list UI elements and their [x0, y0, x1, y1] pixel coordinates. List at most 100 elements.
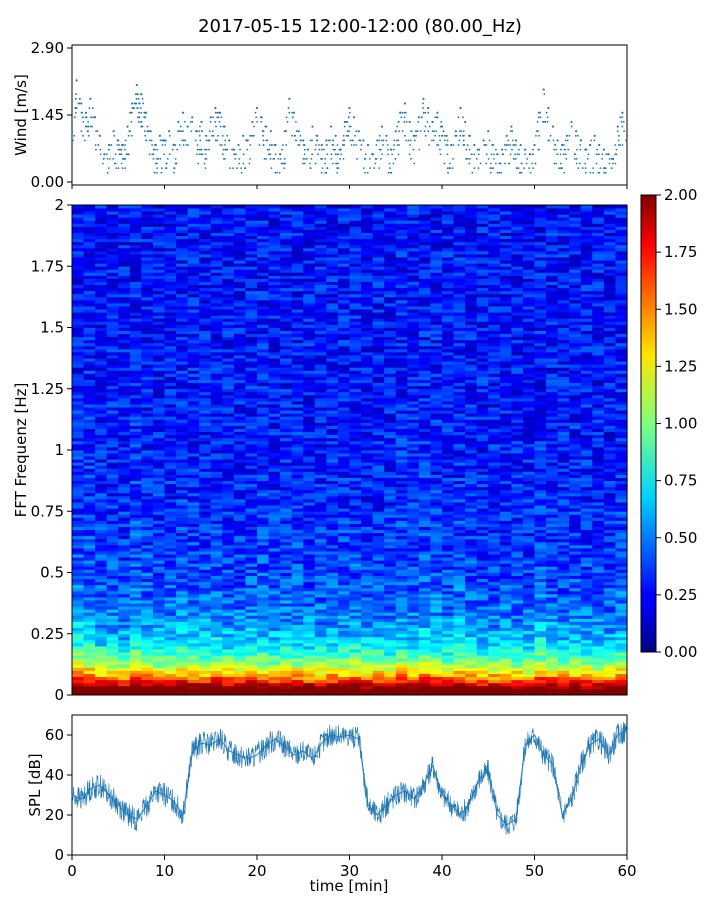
- spectrogram-cell: [268, 358, 281, 362]
- spectrogram-cell: [326, 382, 339, 387]
- spectrogram-cell: [152, 514, 166, 518]
- wind-point: [451, 167, 454, 170]
- spectrogram-cell: [187, 385, 200, 390]
- wind-point: [264, 125, 267, 128]
- spectrogram-cell: [314, 223, 327, 227]
- spectrogram-cell: [233, 425, 247, 429]
- spectrogram-cell: [176, 440, 189, 445]
- spectrogram-cell: [72, 345, 85, 350]
- spectrogram-cell: [303, 278, 316, 282]
- wind-point: [621, 125, 624, 128]
- spectrogram-cell: [291, 502, 304, 506]
- spectrogram-cell: [222, 238, 235, 243]
- spectrogram-cell: [245, 590, 258, 595]
- spectrogram-cell: [280, 272, 293, 276]
- spectrogram-cell: [314, 287, 327, 292]
- spectrogram-cell: [141, 437, 154, 442]
- spectrogram-cell: [245, 355, 258, 359]
- spectrogram-cell: [176, 621, 189, 625]
- spectrogram-cell: [222, 293, 235, 298]
- spectrogram-cell: [152, 309, 166, 313]
- spectrogram-cell: [187, 646, 200, 650]
- spectrogram-cell: [245, 688, 258, 693]
- spectrogram-cell: [164, 232, 177, 237]
- spectrogram-cell: [176, 407, 189, 411]
- spectrogram-cell: [291, 483, 304, 488]
- spectrogram-cell: [349, 477, 362, 482]
- spectrogram-cell: [210, 428, 223, 433]
- spectrogram-cell: [72, 532, 85, 537]
- spectrogram-cell: [291, 661, 304, 665]
- spectrogram-cell: [129, 480, 142, 485]
- spectrogram-cell: [245, 639, 258, 644]
- spectrogram-cell: [349, 548, 362, 552]
- spectrogram-cell: [199, 321, 212, 325]
- spectrogram-cell: [291, 422, 304, 426]
- wind-point: [159, 157, 162, 160]
- spectrogram-cell: [257, 514, 270, 518]
- spectrogram-cell: [129, 422, 142, 426]
- spectrogram-cell: [257, 609, 270, 613]
- spectrogram-cell: [118, 355, 131, 359]
- wind-y-axis-label: Wind [m/s]: [12, 74, 30, 156]
- spectrogram-cell: [129, 578, 142, 583]
- spectrogram-cell: [245, 642, 258, 647]
- wind-point: [150, 139, 153, 142]
- spectrogram-cell: [118, 676, 131, 681]
- wind-point: [200, 120, 203, 124]
- spectrogram-cell: [164, 544, 177, 549]
- spectrogram-cell: [83, 453, 96, 457]
- spectrogram-cell: [83, 468, 96, 472]
- spectrogram-cell: [176, 385, 189, 390]
- spectrogram-cell: [118, 226, 131, 230]
- spectrogram-cell: [291, 434, 304, 439]
- wind-point: [221, 153, 224, 156]
- spectrogram-cell: [187, 443, 200, 448]
- spectrogram-cell: [291, 468, 304, 472]
- wind-point: [355, 144, 358, 146]
- spectrogram-cell: [164, 223, 177, 227]
- spectrogram-cell: [106, 578, 119, 583]
- spectrogram-cell: [141, 260, 154, 264]
- spectrogram-cell: [176, 312, 189, 316]
- spectrogram-cell: [95, 250, 108, 255]
- spectrogram-cell: [199, 606, 212, 610]
- wind-point: [532, 148, 534, 151]
- spectrogram-cell: [337, 489, 351, 494]
- spectrogram-cell: [210, 480, 223, 485]
- spectrogram-cell: [199, 232, 212, 237]
- spectrogram-cell: [129, 670, 142, 674]
- spectrogram-cell: [141, 422, 154, 426]
- spectrogram-cell: [326, 226, 339, 230]
- spectrogram-cell: [141, 462, 154, 466]
- spectrogram-cell: [152, 642, 166, 647]
- spectrogram-cell: [106, 214, 119, 218]
- wind-point: [148, 153, 151, 156]
- spectrogram-cell: [176, 376, 189, 380]
- spectrogram-cell: [187, 373, 200, 377]
- spectrogram-cell: [349, 284, 362, 289]
- spectrogram-cell: [257, 419, 270, 423]
- wind-point: [200, 148, 203, 151]
- spectrogram-cell: [268, 299, 281, 304]
- spectrogram-cell: [83, 465, 96, 469]
- spectrogram-cell: [152, 636, 166, 641]
- spectrogram-cell: [129, 254, 142, 258]
- spectrogram-cell: [280, 419, 293, 423]
- spectrogram-cell: [176, 499, 189, 503]
- spectrogram-cell: [314, 615, 327, 619]
- spectrogram-cell: [233, 401, 247, 405]
- spectrogram-cell: [210, 477, 223, 482]
- spectrogram-cell: [106, 263, 119, 267]
- wind-point: [620, 121, 623, 123]
- spectrogram-cell: [291, 505, 304, 509]
- spectrogram-cell: [245, 419, 258, 423]
- spectrogram-cell: [129, 397, 142, 402]
- spectrogram-cell: [314, 361, 327, 365]
- spectrogram-cell: [349, 434, 362, 439]
- spectrogram-cell: [326, 431, 339, 436]
- spectrogram-cell: [199, 581, 212, 586]
- wind-point: [348, 111, 351, 114]
- spectrogram-cell: [233, 394, 247, 399]
- spectrogram-cell: [303, 333, 316, 338]
